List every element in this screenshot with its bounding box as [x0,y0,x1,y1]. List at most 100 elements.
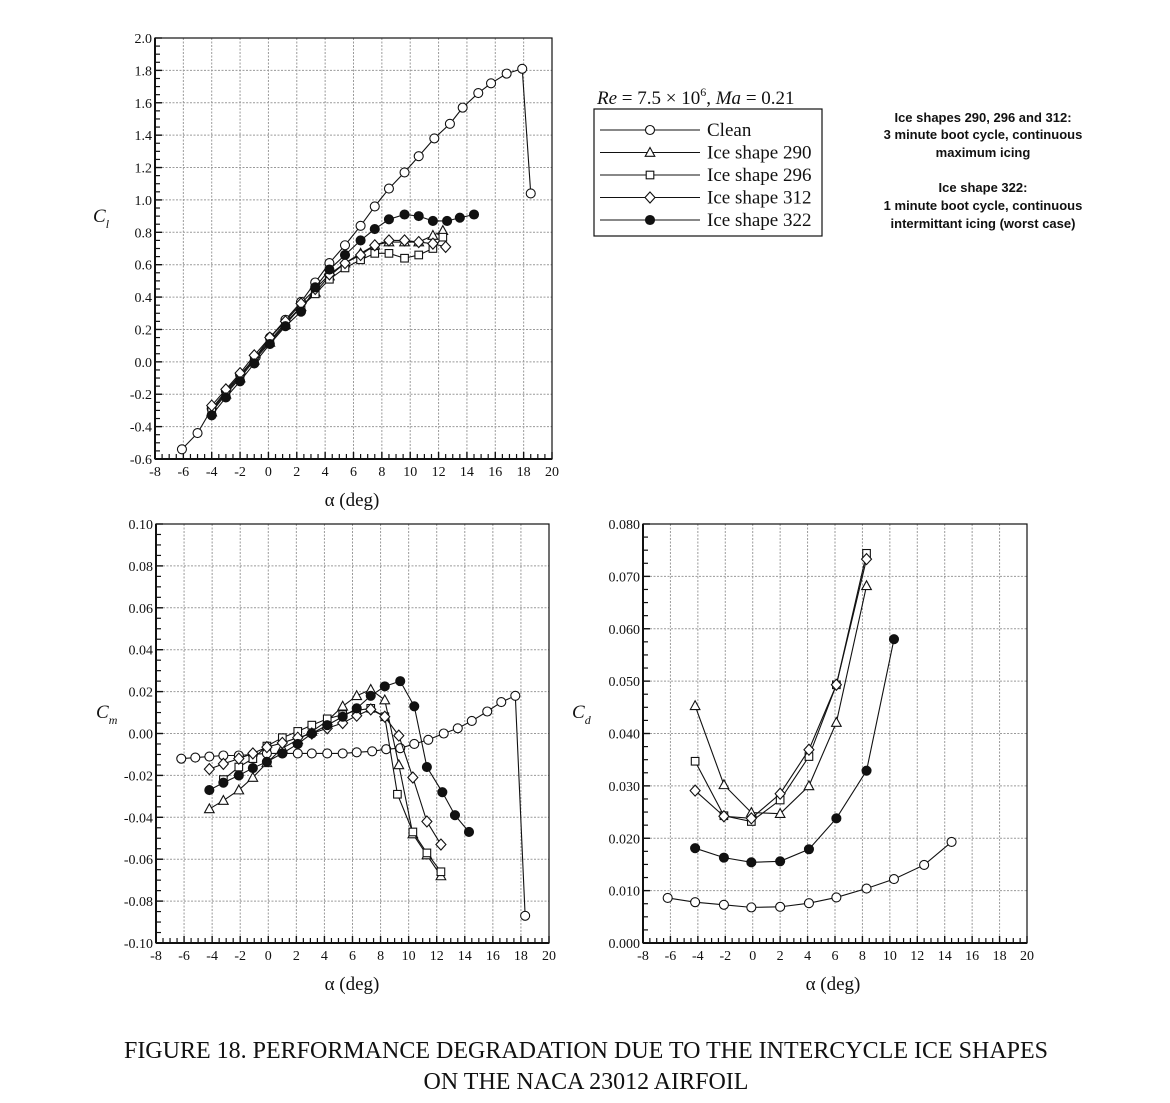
x-tick-label: 2 [293,465,300,480]
y-axis-label-subscript: m [109,713,118,727]
legend-title-re-value: = 7.5 × 10 [617,88,700,109]
data-point [217,794,230,805]
data-point [295,306,307,317]
x-tick-label: 8 [859,949,866,964]
legend-marker-open-triangle [644,146,656,157]
x-axis-label: α (deg) [806,974,861,995]
y-axis-label: Cm [96,702,118,727]
data-point [427,215,438,227]
y-tick-label: -0.06 [124,853,153,868]
data-point [427,237,439,250]
x-tick-label: 6 [832,949,839,964]
legend-title: Re = 7.5 × 106, Ma = 0.21 [596,85,795,109]
y-tick-label: 0.030 [609,780,641,795]
x-tick-label: 0 [265,465,272,480]
data-point [350,709,363,723]
y-tick-label: 0.060 [609,623,641,638]
data-point [369,238,381,252]
data-point [337,748,348,759]
series-ice-shape-322 [690,634,900,868]
data-point [217,757,230,771]
x-tick-label: 18 [514,949,528,964]
data-point [233,770,244,781]
series-ice-shape-290 [689,579,873,818]
data-point [407,771,419,784]
legend-entry: Ice shape 290 [600,143,811,164]
data-point [292,738,303,750]
data-point [435,838,447,851]
y-tick-label: -0.4 [130,421,152,436]
chart-cm: -8 -6 -4 -2 0 2 4 6 8 10 12 14 16 18 20 0.10 0.08 0.06 0.0… [96,518,556,995]
data-point [429,133,440,144]
x-tick-label: -2 [234,949,246,964]
data-point [438,728,449,739]
data-point [496,697,507,708]
data-point [339,249,351,261]
y-tick-label: 2.0 [135,32,153,47]
x-tick-label: -6 [178,949,190,964]
data-point [379,710,391,724]
x-tick-label: -4 [692,949,704,964]
data-point [860,552,873,566]
data-point [454,212,465,223]
data-point [718,778,730,790]
legend-title-exponent: 6 [700,85,706,99]
legend-entry: Clean [600,120,752,141]
y-tick-label: 0.010 [609,885,641,900]
x-tick-label: -8 [149,465,161,480]
series-line [694,585,868,815]
data-point [369,201,380,212]
series-clean [176,690,531,921]
data-point [718,852,729,863]
data-point [946,836,957,847]
x-tick-label: -8 [637,949,649,964]
plots: -8 -6 -4 -2 0 2 4 6 8 10 12 14 16 18 202.01.81.61.41.2… [93,32,1034,995]
data-point [919,859,930,871]
x-tick-label: -4 [206,465,218,480]
chart-cl: -8 -6 -4 -2 0 2 4 6 8 10 12 14 16 18 20 2.0 1.8 1.6 1.4 1.2… [93,32,559,511]
data-point [322,748,333,759]
data-point [662,892,673,904]
legend-title-comma: , [706,88,716,109]
y-tick-label: 0.04 [129,644,154,659]
x-tick-label: 10 [402,949,416,964]
data-point [354,248,367,262]
series-line [694,553,868,823]
x-tick-label: 2 [293,949,300,964]
data-point [393,729,405,742]
data-point [322,720,333,731]
data-point [831,813,842,824]
series-ice-shape-312 [689,552,873,825]
data-point [235,376,246,387]
data-point [468,209,480,220]
legend-marker-filled-circle [644,214,656,226]
data-point [439,240,452,254]
data-point [473,88,484,99]
data-point [399,209,410,220]
series-ice-shape-290 [205,224,449,417]
y-tick-label: -0.10 [124,937,153,952]
x-tick-label: 0 [265,949,272,964]
data-point [745,812,758,825]
data-point [204,785,215,796]
data-point [261,756,272,767]
data-point [803,844,814,855]
y-tick-label: 0.050 [609,675,641,690]
data-point [247,763,258,774]
legend-label: Ice shape 296 [707,165,811,186]
data-point [775,856,786,867]
y-axis-label-main: C [572,702,585,723]
legend-title-ma: Ma [715,88,741,109]
note-line: intermittant icing (worst case) [891,216,1076,231]
y-tick-label: 0.000 [609,937,641,952]
legend-marker-open-circle [644,124,656,136]
data-point [413,151,424,162]
data-point [176,444,187,455]
legend-label: Ice shape 290 [707,143,811,164]
data-point [220,392,231,403]
data-point [379,693,391,705]
data-point [350,689,363,701]
x-tick-label: 12 [430,949,444,964]
data-point [466,715,477,726]
